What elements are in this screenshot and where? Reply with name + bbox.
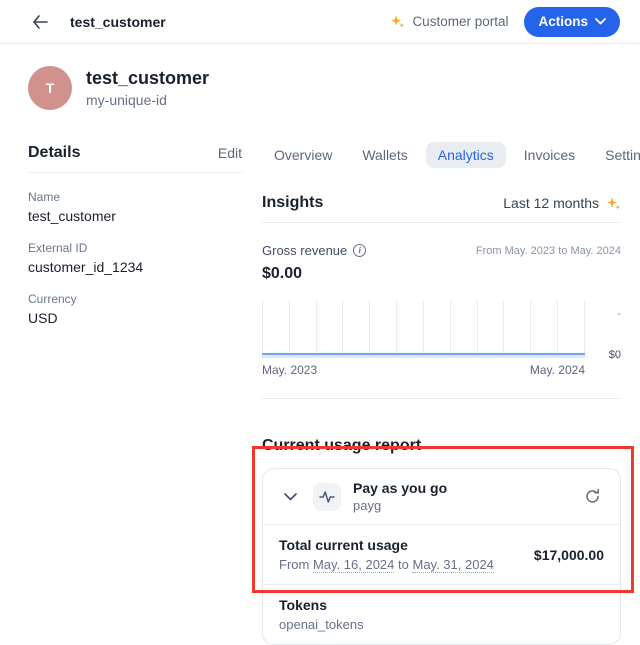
actions-button[interactable]: Actions	[524, 6, 620, 37]
total-usage-value: $17,000.00	[533, 546, 604, 563]
period-start-date[interactable]: May. 16, 2024	[312, 557, 395, 573]
period-end-date[interactable]: May. 31, 2024	[412, 557, 494, 573]
chevron-down-icon[interactable]	[279, 486, 301, 508]
period-from-word: From	[279, 557, 310, 572]
info-icon[interactable]: i	[353, 244, 367, 257]
details-divider	[28, 172, 242, 173]
field-label: Name	[28, 190, 61, 204]
page-title: test_customer	[70, 13, 166, 30]
date-range-label: From May. 2023 to May. 2024	[475, 245, 621, 257]
tab-overview[interactable]: Overview	[274, 147, 333, 163]
field-value: test_customer	[28, 208, 116, 224]
details-title: Details	[28, 144, 81, 161]
usage-card-header: Pay as you go payg	[263, 469, 620, 524]
x-axis-label-start: May. 2023	[262, 363, 318, 377]
metric-code: openai_tokens	[279, 617, 364, 632]
tab-invoices[interactable]: Invoices	[523, 147, 576, 163]
x-axis-label-end: May. 2024	[529, 363, 585, 377]
field-label: Currency	[28, 292, 77, 306]
period-picker[interactable]: Last 12 months	[503, 195, 621, 211]
y-axis-tick-top: -	[617, 308, 621, 320]
usage-report-title: Current usage report	[262, 437, 422, 454]
period-label: Last 12 months	[503, 195, 599, 211]
top-bar: test_customer Customer portal Actions	[0, 0, 640, 44]
edit-details-button[interactable]: Edit	[217, 145, 242, 161]
usage-card: Pay as you go payg Total current usage F…	[262, 468, 621, 645]
chart-plot-area	[262, 300, 585, 355]
insights-title: Insights	[262, 194, 324, 211]
tokens-row: Tokens openai_tokens	[263, 584, 620, 644]
tab-bar: Overview Wallets Analytics Invoices Sett…	[262, 140, 640, 170]
plan-name: Pay as you go	[353, 480, 448, 496]
activity-icon	[313, 482, 341, 511]
x-axis-labels: May. 2023 May. 2024	[262, 363, 621, 377]
total-usage-period: From May. 16, 2024 to May. 31, 2024	[279, 557, 494, 573]
gross-revenue-label: Gross revenue	[262, 243, 348, 258]
customer-header: T test_customer my-unique-id	[28, 66, 612, 110]
field-value: customer_id_1234	[28, 259, 144, 275]
sparkle-icon	[390, 14, 405, 29]
customer-unique-id: my-unique-id	[86, 92, 167, 108]
plan-code: payg	[353, 498, 382, 513]
sparkle-icon	[606, 196, 621, 211]
tab-settings[interactable]: Settings	[605, 147, 640, 163]
back-arrow-icon[interactable]	[28, 10, 52, 34]
total-usage-label: Total current usage	[279, 537, 408, 553]
total-usage-row: Total current usage From May. 16, 2024 t…	[263, 524, 620, 584]
customer-portal-label: Customer portal	[412, 14, 509, 29]
detail-field-external-id: External ID customer_id_1234	[28, 241, 242, 275]
chart-section-divider	[262, 398, 621, 399]
period-to-word: to	[398, 557, 409, 572]
customer-portal-link[interactable]: Customer portal	[390, 14, 508, 29]
gross-revenue-chart: - $0	[262, 300, 621, 361]
tab-analytics[interactable]: Analytics	[425, 142, 506, 168]
tab-wallets[interactable]: Wallets	[362, 147, 408, 163]
refresh-icon[interactable]	[580, 485, 604, 509]
metric-name: Tokens	[279, 597, 327, 613]
y-axis-tick-zero: $0	[608, 349, 621, 361]
detail-field-name: Name test_customer	[28, 190, 242, 224]
details-panel: Details Edit Name test_customer External…	[28, 140, 242, 645]
gross-revenue-value: $0.00	[262, 265, 303, 282]
customer-name: test_customer	[86, 68, 210, 88]
field-label: External ID	[28, 241, 88, 255]
chevron-down-icon	[595, 18, 606, 25]
avatar: T	[28, 66, 72, 110]
insights-divider	[262, 222, 621, 223]
detail-field-currency: Currency USD	[28, 292, 242, 326]
actions-button-label: Actions	[538, 14, 588, 29]
field-value: USD	[28, 310, 58, 326]
main-panel: Overview Wallets Analytics Invoices Sett…	[262, 140, 640, 645]
